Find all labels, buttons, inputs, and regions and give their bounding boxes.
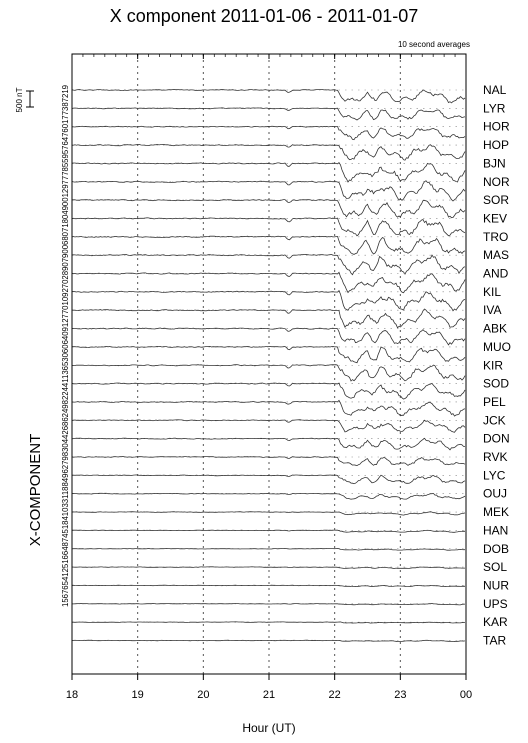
trace-lyc <box>72 475 465 484</box>
station-label-han: HAN <box>483 523 508 537</box>
baseline-values: 1567654125166487451841033118849627983044… <box>61 84 70 607</box>
x-tick-label: 22 <box>329 689 341 701</box>
trace-ups <box>72 604 465 605</box>
trace-dob <box>72 548 465 550</box>
trace-nur <box>72 585 465 586</box>
side-label: X-COMPONENT <box>27 434 44 547</box>
station-label-kir: KIR <box>483 358 503 372</box>
station-label-mas: MAS <box>483 248 509 262</box>
x-tick-label: 18 <box>66 689 78 701</box>
trace-nor <box>72 181 465 201</box>
station-label-jck: JCK <box>483 413 506 427</box>
trace-tar <box>72 640 465 641</box>
station-label-abk: ABK <box>483 322 507 336</box>
station-label-tro: TRO <box>483 230 508 244</box>
station-label-tar: TAR <box>483 634 506 648</box>
scale-bar: 500 nT <box>15 87 34 112</box>
station-label-nal: NAL <box>483 83 507 97</box>
plot-frame <box>72 54 466 674</box>
x-axis-tick-labels: 18 19 20 21 22 23 00 <box>66 689 472 701</box>
hour-gridlines <box>138 54 401 674</box>
station-label-nor: NOR <box>483 175 510 189</box>
chart-title: X component 2011-01-06 - 2011-01-07 <box>110 6 419 26</box>
x-tick-label: 20 <box>197 689 209 701</box>
x-tick-label: 19 <box>132 689 144 701</box>
trace-han <box>72 530 465 532</box>
trace-sor <box>72 200 465 218</box>
station-label-mek: MEK <box>483 505 509 519</box>
station-label-kil: KIL <box>483 285 501 299</box>
station-label-ouj: OUJ <box>483 487 507 501</box>
station-label-pel: PEL <box>483 395 506 409</box>
station-label-muo: MUO <box>483 340 511 354</box>
station-label-kev: KEV <box>483 211 507 225</box>
trace-tro <box>72 236 465 254</box>
station-label-iva: IVA <box>483 303 501 317</box>
station-label-ups: UPS <box>483 597 508 611</box>
station-label-sod: SOD <box>483 377 509 391</box>
trace-sol <box>72 567 465 569</box>
chart-subtitle: 10 second averages <box>398 40 470 49</box>
station-label-sol: SOL <box>483 560 507 574</box>
trace-bjn <box>72 163 465 182</box>
station-label-hop: HOP <box>483 138 509 152</box>
scale-bar-label: 500 nT <box>15 87 24 112</box>
x-tick-label: 23 <box>394 689 406 701</box>
station-label-bjn: BJN <box>483 156 506 170</box>
station-label-nur: NUR <box>483 578 509 592</box>
station-label-lyr: LYR <box>483 101 506 115</box>
station-label-kar: KAR <box>483 615 508 629</box>
trace-kev <box>72 218 465 236</box>
station-labels: NAL LYR HOR HOP BJN NOR SOR KEV TRO MAS AND KIL IVA A… <box>483 83 511 648</box>
x-tick-label: 00 <box>460 689 472 701</box>
station-label-don: DON <box>483 432 510 446</box>
station-label-rvk: RVK <box>483 450 507 464</box>
station-label-hor: HOR <box>483 120 510 134</box>
x-tick-label: 21 <box>263 689 275 701</box>
station-label-and: AND <box>483 267 509 281</box>
station-label-lyc: LYC <box>483 468 506 482</box>
x-axis-label: Hour (UT) <box>242 721 295 735</box>
station-label-dob: DOB <box>483 542 509 556</box>
station-label-sor: SOR <box>483 193 509 207</box>
